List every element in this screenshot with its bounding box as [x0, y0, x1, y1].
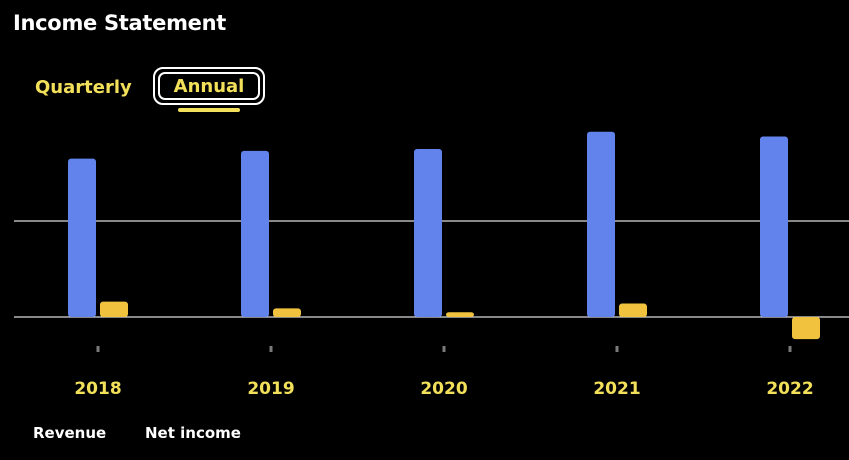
net-income-bar-2022 [792, 317, 820, 340]
net-income-bar-2021 [619, 303, 647, 317]
x-tick-2019 [269, 346, 273, 352]
legend-revenue[interactable]: Revenue [33, 424, 107, 442]
x-tick-label-2018: 2018 [74, 379, 121, 399]
tab-annual[interactable]: Annual [153, 67, 265, 105]
x-tick-2020 [442, 346, 446, 352]
x-tick-label-2020: 2020 [420, 379, 467, 399]
tab-selected-indicator [178, 108, 240, 112]
revenue-bar-2021 [587, 131, 615, 317]
x-tick-2022 [788, 346, 792, 352]
x-tick-2018 [96, 346, 100, 352]
revenue-bar-2018 [68, 158, 96, 317]
x-tick-label-2021: 2021 [593, 379, 640, 399]
x-tick-2021 [615, 346, 619, 352]
net-income-bar-2020 [446, 312, 474, 317]
revenue-bar-2022 [760, 136, 788, 317]
revenue-bar-2019 [241, 150, 269, 317]
net-income-bar-2019 [273, 308, 301, 317]
x-tick-label-2022: 2022 [766, 379, 813, 399]
x-tick-label-2019: 2019 [247, 379, 294, 399]
page-title: Income Statement [13, 11, 227, 35]
net-income-bar-2018 [100, 301, 128, 317]
legend-net-income[interactable]: Net income [145, 424, 241, 442]
tab-quarterly[interactable]: Quarterly [35, 77, 132, 98]
revenue-bar-2020 [414, 149, 442, 317]
